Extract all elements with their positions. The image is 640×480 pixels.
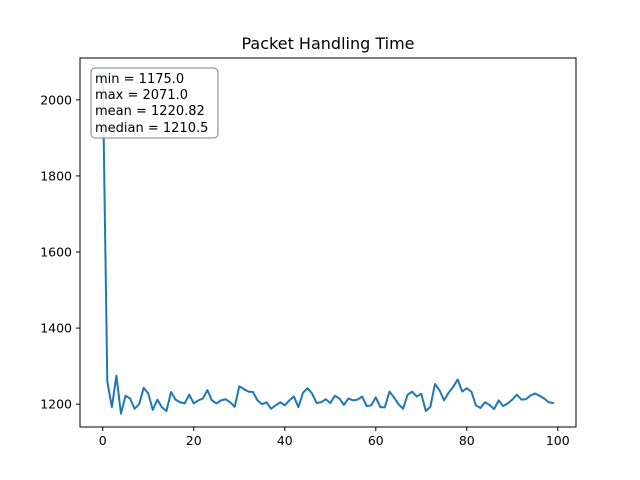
y-tick-label: 1800	[40, 168, 72, 183]
stats-box-frame	[90, 67, 219, 139]
x-tick-label: 80	[459, 433, 475, 448]
plot-frame	[79, 57, 577, 428]
x-tick-label: 60	[368, 433, 384, 448]
y-tick-label: 1600	[40, 245, 72, 260]
series-line	[101, 71, 555, 415]
stat-min: min = 1175.0	[95, 72, 184, 87]
x-axis: 0 20 40 60 80 100	[99, 427, 570, 448]
x-tick-label: 100	[546, 433, 570, 448]
y-tick-label: 2000	[40, 92, 72, 107]
x-tick-label: 0	[99, 433, 107, 448]
stat-mean: mean = 1220.82	[95, 104, 205, 119]
chart-title: Packet Handling Time	[242, 34, 415, 53]
y-tick-label: 1400	[40, 321, 72, 336]
y-tick-label: 1200	[40, 397, 72, 412]
stat-median: median = 1210.5	[95, 121, 208, 136]
x-tick-label: 20	[186, 433, 202, 448]
y-axis: 1200 1400 1600 1800 2000	[40, 92, 80, 412]
x-tick-label: 40	[277, 433, 293, 448]
stats-box: min = 1175.0 max = 2071.0 mean = 1220.82…	[90, 67, 219, 139]
stat-max: max = 2071.0	[95, 88, 188, 103]
